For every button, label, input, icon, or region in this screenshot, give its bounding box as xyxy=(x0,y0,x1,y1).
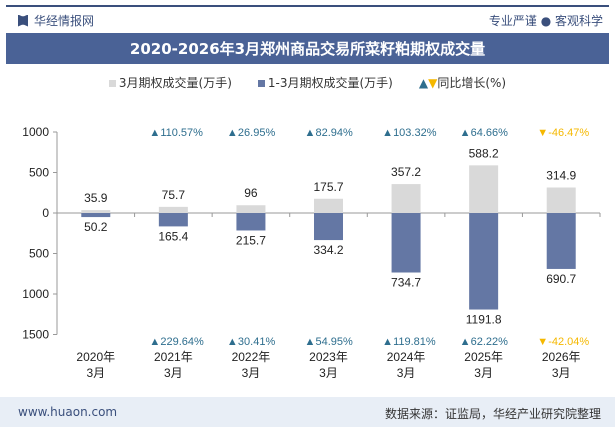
x-label: 2023年 xyxy=(309,350,348,364)
x-label: 3月 xyxy=(319,366,338,380)
data-label-ytd: 734.7 xyxy=(391,276,421,290)
bar-ytd xyxy=(469,213,499,310)
growth-up-icon: ▲ xyxy=(227,127,238,139)
logo-icon xyxy=(18,14,28,27)
data-label-month: 314.9 xyxy=(546,168,576,182)
legend-item-month: 3月期权成交量(万手) xyxy=(108,74,232,91)
x-label: 3月 xyxy=(397,366,416,380)
data-label-ytd: 165.4 xyxy=(158,229,188,243)
data-label-ytd: 215.7 xyxy=(236,233,266,247)
growth-up-icon: ▲ xyxy=(460,336,471,348)
data-label-ytd: 50.2 xyxy=(84,220,108,234)
top-divider xyxy=(6,5,609,7)
growth-label: 64.66% xyxy=(471,127,509,139)
growth-label: 54.95% xyxy=(316,336,354,348)
growth-label: 82.94% xyxy=(316,127,354,139)
bar-month xyxy=(391,184,421,213)
slogan: 专业严谨 ● 客观科学 xyxy=(488,14,603,28)
data-source: 数据来源：证监局，华经产业研究院整理 xyxy=(384,407,601,421)
growth-label: 119.81% xyxy=(393,336,436,348)
growth-label: -42.04% xyxy=(548,336,589,348)
bar-month xyxy=(546,187,576,213)
y-tick-label: 0 xyxy=(42,206,49,220)
y-tick-label: 1500 xyxy=(22,328,49,342)
bar-month xyxy=(236,205,266,213)
chart-title: 2020-2026年3月郑州商品交易所菜籽粕期权成交量 xyxy=(6,33,609,64)
x-label: 2026年 xyxy=(542,350,581,364)
x-label: 2024年 xyxy=(387,350,426,364)
bar-ytd xyxy=(81,213,111,218)
bar-ytd xyxy=(158,213,188,227)
growth-down-icon: ▼ xyxy=(537,336,548,348)
growth-up-icon: ▲ xyxy=(460,127,471,139)
x-label: 2020年 xyxy=(76,350,115,364)
growth-up-icon: ▲ xyxy=(305,127,316,139)
x-label: 3月 xyxy=(552,366,571,380)
growth-up-icon: ▲ xyxy=(149,127,160,139)
data-label-month: 96 xyxy=(244,186,258,200)
data-label-month: 588.2 xyxy=(469,146,499,160)
bar-month xyxy=(81,210,111,213)
growth-up-icon: ▲ xyxy=(382,127,393,139)
data-label-ytd: 334.2 xyxy=(313,243,343,257)
y-tick-label: 500 xyxy=(29,166,49,180)
footer: www.huaon.com 数据来源：证监局，华经产业研究院整理 xyxy=(0,397,615,427)
growth-label: 110.57% xyxy=(160,127,203,139)
growth-up-icon: ▲ xyxy=(382,336,393,348)
growth-label: 103.32% xyxy=(393,127,437,139)
growth-label: 62.22% xyxy=(471,336,509,348)
growth-up-icon: ▲ xyxy=(305,336,316,348)
bar-ytd xyxy=(314,213,343,241)
y-tick-label: 1000 xyxy=(22,125,49,139)
bar-month xyxy=(158,206,188,213)
growth-label: 30.41% xyxy=(238,336,276,348)
x-label: 3月 xyxy=(474,366,493,380)
website-link[interactable]: www.huaon.com xyxy=(18,405,118,419)
x-label: 2025年 xyxy=(464,350,503,364)
legend: 3月期权成交量(万手) 1-3月期权成交量(万手) ▲▼同比增长(%) xyxy=(0,74,615,91)
brand-name: 华经情报网 xyxy=(34,14,95,28)
x-label: 3月 xyxy=(242,366,261,380)
growth-up-icon: ▲ xyxy=(149,336,160,348)
data-label-month: 357.2 xyxy=(391,165,421,179)
x-label: 2022年 xyxy=(232,350,271,364)
legend-item-growth: ▲▼同比增长(%) xyxy=(418,76,507,90)
data-label-month: 35.9 xyxy=(84,191,108,205)
bar-ytd xyxy=(391,213,421,273)
data-label-month: 175.7 xyxy=(313,180,343,194)
bar-ytd xyxy=(546,213,576,269)
data-label-month: 75.7 xyxy=(162,188,186,202)
data-label-ytd: 690.7 xyxy=(546,272,576,286)
legend-item-ytd: 1-3月期权成交量(万手) xyxy=(257,74,393,91)
bar-ytd xyxy=(236,213,266,231)
bar-month xyxy=(469,165,499,213)
growth-label: 26.95% xyxy=(238,127,276,139)
x-label: 3月 xyxy=(86,366,105,380)
bar-month xyxy=(314,198,343,213)
x-label: 3月 xyxy=(164,366,183,380)
y-tick-label: 1000 xyxy=(22,287,49,301)
brand: 华经情报网 xyxy=(18,12,94,29)
growth-up-icon: ▲ xyxy=(227,336,238,348)
x-label: 2021年 xyxy=(154,350,193,364)
data-label-ytd: 1191.8 xyxy=(466,313,502,327)
chart-plot: 1000 500 0 500 1000 1500 35.9 50.2 2020年 3月 75.7 16… xyxy=(22,125,601,380)
y-tick-label: 500 xyxy=(29,247,49,261)
growth-label: 229.64% xyxy=(160,336,204,348)
growth-label: -46.47% xyxy=(548,127,589,139)
growth-down-icon: ▼ xyxy=(537,127,548,139)
